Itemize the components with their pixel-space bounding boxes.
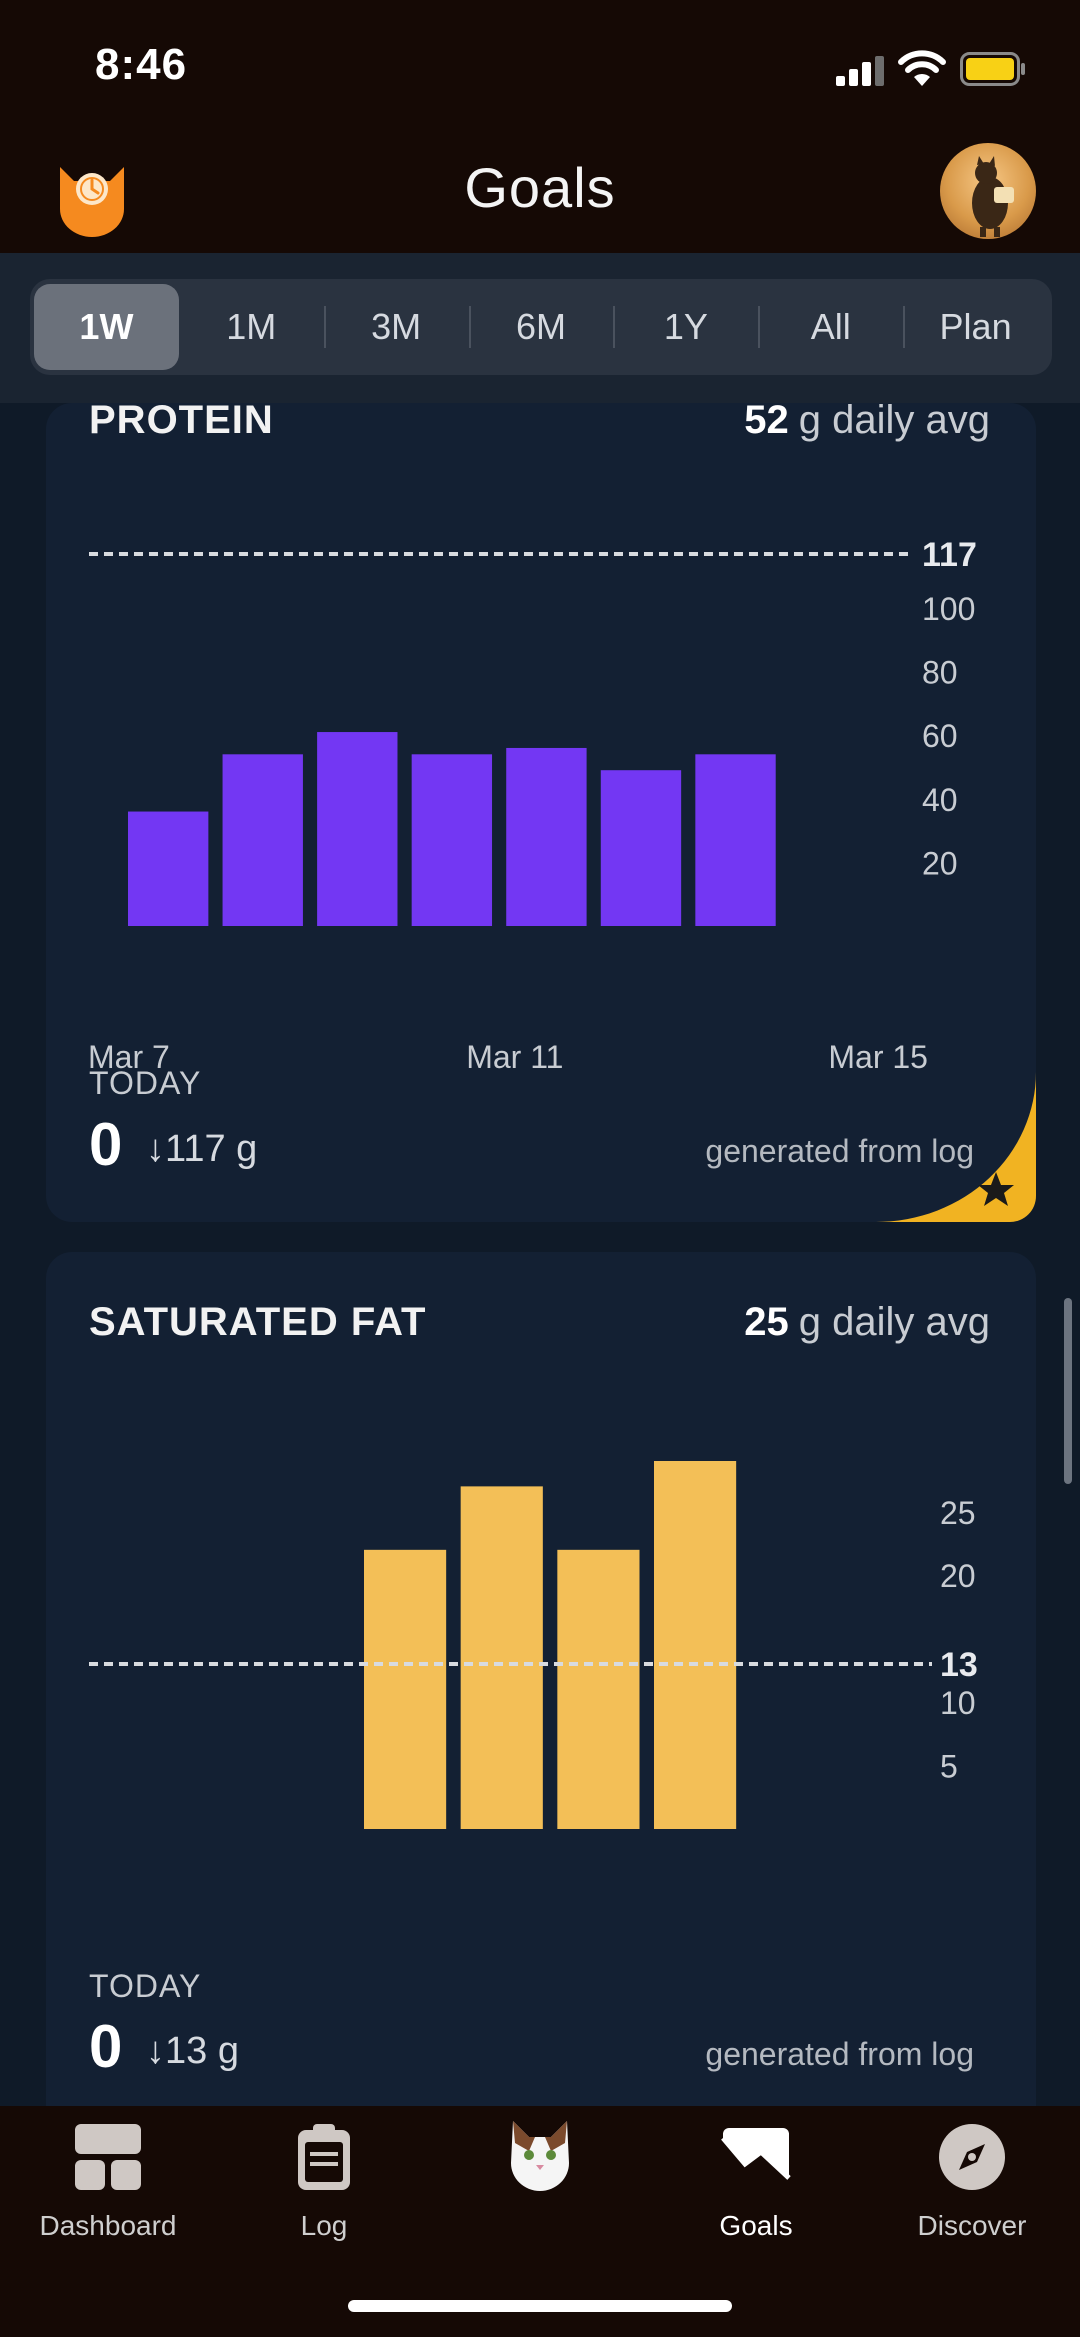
average-value: 25 — [744, 1300, 789, 1344]
y-tick-label: 10 — [940, 1685, 976, 1721]
tab-bar: Dashboard Log Goals — [0, 2106, 1080, 2337]
y-tick-label: 5 — [940, 1749, 958, 1785]
tab-dashboard[interactable]: Dashboard — [0, 2106, 216, 2286]
x-tick-label: Mar 7 — [88, 1039, 170, 1075]
bar-mar-8 — [222, 754, 303, 926]
home-indicator[interactable] — [348, 2300, 732, 2312]
bar-mar-11 — [506, 747, 587, 926]
tab-goals[interactable]: Goals — [648, 2106, 864, 2286]
y-tick-label: 20 — [922, 845, 958, 881]
tab-label: Goals — [719, 2210, 793, 2241]
range-bar: 1W 1M 3M 6M 1Y All Plan — [0, 253, 1080, 403]
bar-mar-9 — [317, 732, 398, 926]
x-tick-label: Mar 15 — [828, 1039, 928, 1075]
bar-mar-10 — [364, 1549, 447, 1829]
dashboard-icon — [75, 2124, 141, 2190]
battery-icon — [960, 52, 1025, 86]
status-time: 8:46 — [95, 40, 188, 89]
generated-from-log: generated from log — [705, 1133, 974, 1169]
today-value: 0 — [89, 1111, 123, 1178]
y-tick-label: 100 — [922, 591, 975, 627]
cellular-signal-icon — [836, 56, 884, 86]
page-title: Goals — [464, 156, 616, 219]
clipboard-icon — [298, 2124, 350, 2190]
generated-from-log: generated from log — [705, 2036, 974, 2072]
y-tick-label: 25 — [940, 1495, 976, 1531]
tab-label: Discover — [917, 2210, 1027, 2241]
range-tab-all[interactable]: All — [758, 284, 903, 370]
status-bar: 8:46 — [0, 0, 1080, 135]
today-goal: ↓13 g — [146, 2030, 239, 2072]
y-tick-label: 80 — [922, 655, 958, 691]
goals-chart-icon — [721, 2128, 791, 2184]
scroll-indicator[interactable] — [1064, 1298, 1072, 1484]
range-tab-1w[interactable]: 1W — [34, 284, 179, 370]
bar-mar-13 — [654, 1461, 737, 1829]
protein-bar-chart: 20 40 60 80 100 117 Mar 7 Mar 11 Mar 15 — [88, 536, 977, 1075]
today-goal: ↓117 g — [146, 1128, 258, 1170]
tab-label: Log — [300, 2210, 348, 2241]
x-tick-label: Mar 11 — [466, 1039, 563, 1075]
average-value: 52 — [744, 403, 789, 442]
wifi-icon — [898, 50, 946, 86]
daily-average: 25 g daily avg — [744, 1300, 990, 1345]
y-tick-label: 20 — [940, 1558, 976, 1594]
y-tick-label: 40 — [922, 782, 958, 818]
goal-line-label: 117 — [922, 536, 977, 574]
range-tab-6m[interactable]: 6M — [468, 284, 614, 370]
bar-mar-10 — [411, 754, 493, 926]
card-title: SATURATED FAT — [89, 1300, 427, 1344]
protein-card[interactable]: PROTEIN 52 g daily avg 20 40 60 80 100 117 Mar … — [46, 403, 1036, 1222]
y-tick-label: 60 — [922, 718, 958, 754]
bar-mar-12 — [557, 1549, 640, 1829]
today-label: TODAY — [89, 1065, 202, 1101]
star-icon[interactable] — [876, 1072, 1036, 1222]
today-value: 0 — [89, 2013, 123, 2080]
compass-icon — [939, 2124, 1005, 2190]
bar-mar-12 — [600, 770, 682, 926]
range-tab-1m[interactable]: 1M — [226, 306, 277, 347]
bar-mar-13 — [695, 754, 776, 926]
avatar-image — [972, 156, 1014, 237]
tab-discover[interactable]: Discover — [864, 2106, 1080, 2286]
average-unit: g daily avg — [798, 1300, 990, 1344]
goal-line-label: 13 — [940, 1646, 978, 1684]
tab-label: Dashboard — [39, 2210, 177, 2241]
card-title: PROTEIN — [89, 403, 274, 442]
user-avatar[interactable] — [940, 143, 1036, 239]
bar-mar-11 — [460, 1486, 543, 1829]
daily-average: 52 g daily avg — [744, 403, 990, 443]
range-tab-plan[interactable]: Plan — [903, 284, 1048, 370]
bar-mar-7 — [128, 811, 209, 926]
range-tab-1y[interactable]: 1Y — [613, 284, 758, 370]
average-unit: g daily avg — [798, 403, 990, 442]
cat-face-icon — [511, 2121, 569, 2191]
saturated-fat-card[interactable]: SATURATED FAT 25g daily avg 510202513Mar… — [46, 1252, 1036, 2152]
tab-cat[interactable] — [432, 2106, 648, 2286]
range-tab-3m[interactable]: 3M — [323, 284, 469, 370]
nav-header: Goals — [0, 135, 1080, 253]
tab-log[interactable]: Log — [216, 2106, 432, 2286]
orange-cat-logo-icon[interactable] — [52, 157, 132, 237]
range-segmented-control: 1W 1M 3M 6M 1Y All Plan — [30, 279, 1052, 375]
today-label: TODAY — [89, 1968, 202, 2004]
